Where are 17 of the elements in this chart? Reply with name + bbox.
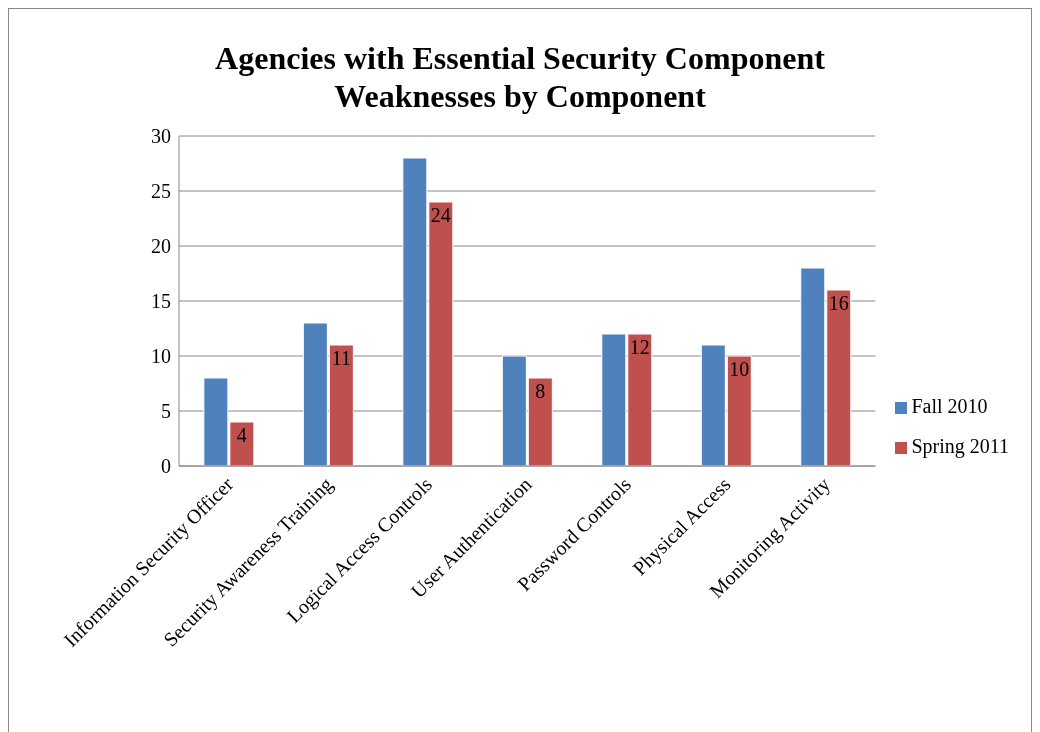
data-label: 24 [430,203,451,226]
y-tick-label: 5 [161,399,171,422]
y-tick-label: 15 [151,289,171,312]
y-tick-label: 10 [151,344,171,367]
y-tick-label: 0 [161,454,171,477]
y-tick-label: 20 [151,234,171,257]
data-label: 11 [331,346,351,369]
data-label: 16 [828,291,849,314]
y-tick-label: 30 [151,124,171,147]
data-label: 10 [729,357,750,380]
legend-label: Fall 2010 [911,394,988,417]
data-label: 12 [629,335,650,358]
chart-title: Agencies with Essential Security Component Weaknesses by Component [214,39,826,116]
y-tick-label: 25 [151,179,171,202]
data-label: 4 [236,423,247,446]
legend-label: Spring 2011 [911,434,1009,457]
data-label: 8 [535,379,546,402]
